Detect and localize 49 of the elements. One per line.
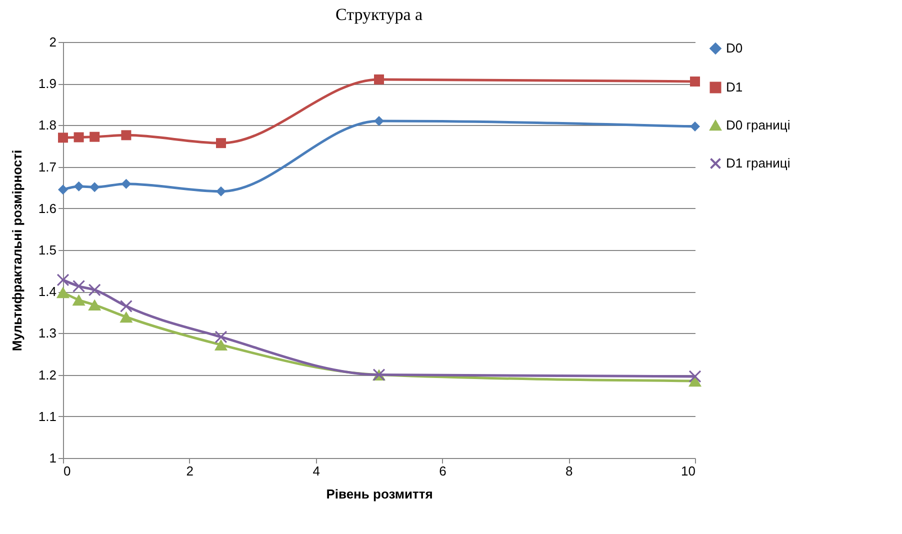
x-tick-label: 8: [565, 464, 573, 478]
point: [121, 130, 132, 140]
point: [120, 311, 133, 323]
y-tick-label: 1.3: [38, 326, 56, 341]
legend-label: D0 границі: [726, 118, 790, 132]
y-tick-label: 1.7: [38, 159, 56, 174]
point: [688, 370, 702, 383]
x-tick-label: 2: [186, 464, 194, 478]
y-tick-label: 1.8: [38, 118, 56, 133]
y-tick-label: 1.1: [38, 408, 56, 424]
y-tick-label: 1.2: [38, 367, 56, 382]
point: [74, 181, 84, 192]
y-tick-label: 1.9: [38, 76, 56, 92]
y-tick-label: 1.4: [38, 284, 56, 300]
point: [72, 294, 86, 306]
y-tick-label: 1.6: [38, 200, 56, 216]
legend-label: D1: [726, 80, 743, 94]
y-axis-title: Мультифрактальні розмірності: [9, 150, 24, 352]
point: [56, 286, 70, 298]
point: [690, 121, 700, 132]
point: [121, 178, 132, 189]
point: [374, 116, 384, 126]
y-tick-label: 1.5: [38, 242, 56, 258]
x-tick-label: 4: [312, 464, 320, 478]
legend-label: D1 границі: [726, 156, 790, 170]
y-tick-label: 2: [49, 34, 56, 50]
point: [216, 138, 226, 148]
point: [690, 76, 700, 87]
x-axis-title: Рівень розмиття: [326, 486, 433, 502]
point: [90, 182, 100, 192]
point: [120, 300, 132, 312]
legend-label: D0: [726, 40, 743, 56]
point: [216, 186, 226, 196]
point: [74, 132, 84, 142]
point: [58, 132, 68, 143]
chart-title: Структура a: [335, 5, 424, 24]
point: [374, 74, 384, 84]
x-tick-label: 10: [681, 464, 696, 478]
y-tick-label: 1: [49, 450, 56, 466]
point: [88, 299, 102, 311]
x-tick-label: 0: [64, 464, 71, 478]
point: [214, 330, 228, 344]
point: [90, 132, 100, 142]
point: [56, 274, 70, 286]
point: [58, 184, 68, 195]
point: [72, 280, 86, 292]
x-tick-label: 6: [439, 464, 446, 478]
point: [88, 284, 101, 296]
point: [214, 339, 228, 350]
